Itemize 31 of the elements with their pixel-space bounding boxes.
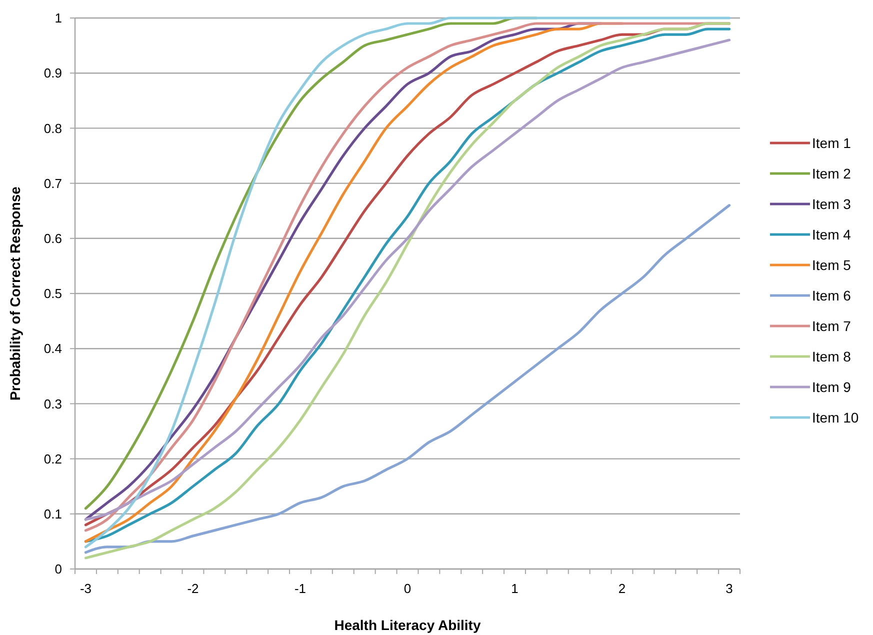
x-axis-title: Health Literacy Ability <box>334 617 481 633</box>
x-tick-label: -2 <box>187 581 199 596</box>
x-tick-label: 0 <box>404 581 412 596</box>
y-tick-label: 0.5 <box>44 286 62 302</box>
legend-label: Item 3 <box>812 196 852 212</box>
y-tick-label: 0.3 <box>44 396 62 412</box>
x-tick-label: -1 <box>294 581 306 596</box>
legend-label: Item 7 <box>812 318 852 334</box>
legend-label: Item 5 <box>812 256 852 273</box>
y-tick-label: 0.7 <box>44 176 62 191</box>
legend-label: Item 9 <box>812 378 852 395</box>
x-tick-label: -3 <box>80 581 92 596</box>
y-tick-label: 0.8 <box>44 120 62 136</box>
legend-label: Item 4 <box>812 226 852 242</box>
y-tick-label: 1 <box>54 10 62 26</box>
y-axis-title: Probability of Correct Response <box>7 186 23 400</box>
legend-label: Item 2 <box>812 165 852 182</box>
legend-label: Item 10 <box>812 409 859 426</box>
legend-label: Item 8 <box>812 348 852 364</box>
line-series <box>84 204 731 554</box>
legend-label: Item 1 <box>812 134 852 151</box>
x-tick-label: 2 <box>618 581 626 596</box>
legend-label: Item 6 <box>812 287 852 304</box>
y-tick-label: 0.9 <box>44 66 62 81</box>
y-tick-label: 0.6 <box>44 230 62 246</box>
x-tick-label: 3 <box>726 581 733 596</box>
y-tick-label: 0 <box>54 562 62 577</box>
y-tick-label: 0.2 <box>44 451 62 466</box>
y-tick-label: 0.4 <box>44 341 62 356</box>
x-tick-label: 1 <box>511 581 518 596</box>
y-tick-label: 0.1 <box>44 506 62 522</box>
